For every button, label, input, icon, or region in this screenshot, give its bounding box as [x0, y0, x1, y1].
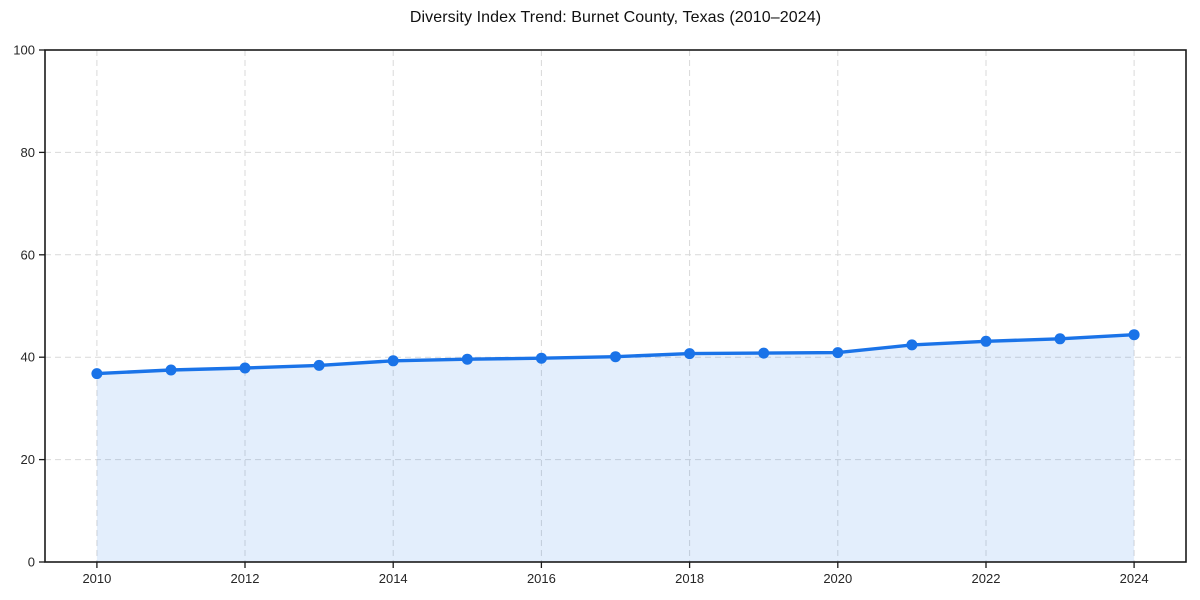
data-point	[610, 351, 621, 363]
data-point	[1054, 333, 1066, 345]
series-diversity-index	[95, 333, 1136, 562]
x-tick-label: 2014	[379, 571, 408, 586]
x-tick-label: 2020	[823, 571, 852, 586]
x-tick-label: 2024	[1120, 571, 1149, 586]
x-tick-label: 2010	[82, 571, 111, 586]
x-tick-label: 2018	[675, 571, 704, 586]
y-tick-label: 20	[21, 452, 35, 467]
y-axis: 0 20 40 60 80 100	[13, 43, 45, 570]
data-point	[239, 362, 251, 374]
data-point	[832, 347, 844, 359]
y-tick-label: 0	[28, 555, 35, 570]
data-point	[165, 364, 177, 376]
data-point	[313, 359, 325, 371]
chart-title: Diversity Index Trend: Burnet County, Te…	[409, 9, 822, 26]
data-point	[461, 353, 473, 365]
plot-border	[44, 49, 1187, 563]
data-point	[91, 368, 103, 380]
x-axis: 2010 2012 2014 2016 2018 2020 2022 2024	[82, 562, 1149, 586]
x-tick-label: 2012	[231, 571, 260, 586]
y-tick-label: 40	[21, 350, 35, 365]
area-fill	[96, 334, 1135, 562]
data-points	[91, 329, 1140, 380]
x-tick-label: 2016	[527, 571, 556, 586]
data-point	[535, 352, 547, 364]
y-tick-label: 80	[21, 145, 35, 160]
data-point	[758, 347, 770, 359]
y-tick-label: 60	[21, 247, 35, 262]
data-point	[906, 339, 918, 351]
data-point	[684, 348, 696, 360]
y-tick-label: 100	[13, 43, 35, 58]
data-point	[1128, 329, 1140, 341]
data-point	[980, 335, 992, 347]
data-point	[387, 355, 399, 367]
x-tick-label: 2022	[972, 571, 1001, 586]
